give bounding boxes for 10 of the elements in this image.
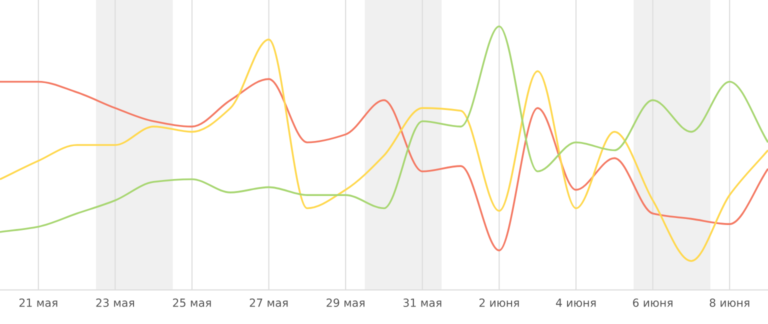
x-tick-label: 2 июня: [479, 298, 519, 307]
x-tick-label: 27 мая: [250, 298, 288, 307]
x-tick-label: 23 мая: [96, 298, 134, 307]
x-tick-label: 29 мая: [326, 298, 364, 307]
x-tick-label: 4 июня: [556, 298, 596, 307]
x-tick-label: 6 июня: [633, 298, 672, 307]
x-tick-label: 8 июня: [710, 298, 750, 307]
x-tick-label: 25 мая: [173, 298, 211, 307]
x-tick-label: 21 мая: [19, 298, 58, 307]
x-tick-label: 31 мая: [403, 298, 442, 307]
